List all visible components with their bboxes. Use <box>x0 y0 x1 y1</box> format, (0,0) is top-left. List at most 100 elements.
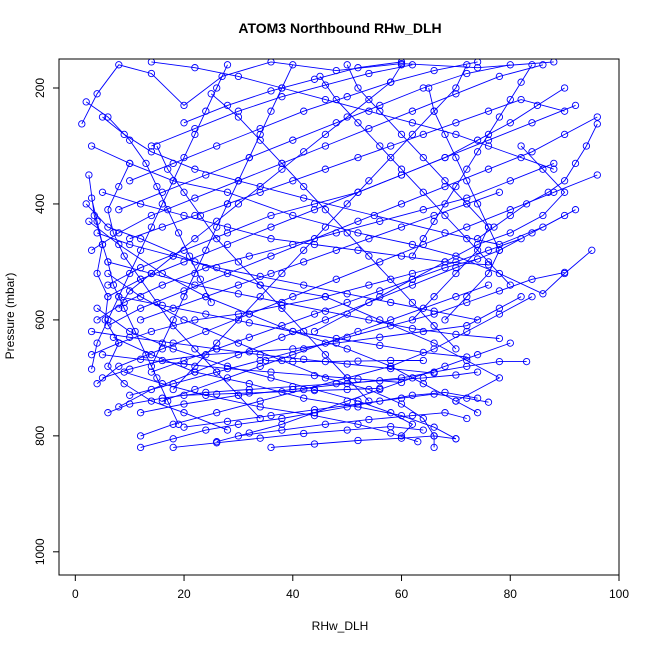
data-point <box>234 420 243 428</box>
data-point <box>365 281 373 289</box>
data-point <box>463 414 471 423</box>
y-axis-label: Pressure (mbar) <box>3 273 17 360</box>
data-point <box>463 165 471 173</box>
data-point <box>354 246 362 254</box>
data-point <box>419 130 427 139</box>
data-point <box>473 200 482 208</box>
data-point <box>245 310 253 318</box>
data-point <box>191 130 199 139</box>
y-tick-label: 800 <box>33 426 47 446</box>
data-point <box>387 422 395 431</box>
data-point <box>528 148 536 156</box>
series-line <box>314 145 566 332</box>
data-point <box>463 356 471 365</box>
data-point <box>256 434 264 442</box>
series-line <box>102 354 402 383</box>
data-point <box>376 384 384 392</box>
data-point <box>354 229 362 237</box>
data-point <box>441 409 449 417</box>
data-point <box>245 153 253 162</box>
series-line <box>91 145 593 295</box>
data-point <box>104 113 112 121</box>
series-line <box>91 64 228 370</box>
series-0 <box>78 59 558 128</box>
data-point <box>321 293 330 301</box>
data-point <box>376 107 384 115</box>
data-point <box>387 142 395 150</box>
data-point <box>365 177 373 185</box>
data-point <box>147 368 156 376</box>
data-point <box>397 400 406 408</box>
data-point <box>321 81 330 89</box>
data-point <box>109 281 118 289</box>
data-point <box>158 397 166 405</box>
data-point <box>147 148 156 156</box>
data-point <box>223 240 232 249</box>
data-point <box>354 375 362 383</box>
data-point <box>87 365 96 373</box>
data-point <box>202 107 210 115</box>
data-point <box>473 235 482 243</box>
data-point <box>343 93 351 101</box>
data-point <box>376 217 384 225</box>
data-point <box>528 275 536 283</box>
data-point <box>387 275 395 283</box>
data-point <box>593 120 601 128</box>
data-point <box>430 322 438 330</box>
data-point <box>506 177 514 185</box>
data-point <box>419 153 427 162</box>
data-point <box>321 420 330 428</box>
data-point <box>223 426 232 434</box>
data-point <box>85 171 93 179</box>
data-point <box>310 440 319 448</box>
data-point <box>354 436 362 445</box>
data-point <box>408 324 417 333</box>
series-60 <box>473 120 601 243</box>
data-point <box>202 327 210 336</box>
data-point <box>147 142 156 150</box>
data-point <box>234 200 243 208</box>
data-point <box>169 345 177 353</box>
data-point <box>267 235 275 243</box>
series-44 <box>316 72 514 289</box>
data-point <box>495 357 504 366</box>
data-point <box>430 443 438 452</box>
data-point <box>126 159 134 168</box>
data-point <box>180 188 188 196</box>
series-19 <box>147 61 417 150</box>
data-point <box>158 301 166 310</box>
data-point <box>174 420 183 428</box>
data-point <box>397 130 406 139</box>
data-point <box>245 380 253 388</box>
data-point <box>484 261 493 269</box>
data-point <box>278 426 286 434</box>
data-point <box>430 339 438 347</box>
series-15 <box>104 101 580 289</box>
series-line <box>162 284 489 402</box>
data-point <box>387 316 395 324</box>
data-point <box>115 293 123 301</box>
data-point <box>463 200 471 208</box>
data-point <box>164 206 172 214</box>
data-point <box>180 119 188 127</box>
data-point <box>169 322 177 330</box>
data-point <box>256 414 264 423</box>
data-point <box>506 211 514 220</box>
data-point <box>223 200 232 208</box>
data-point <box>310 75 319 83</box>
data-point <box>213 345 221 353</box>
data-point <box>419 414 427 423</box>
data-point <box>169 339 177 347</box>
data-point <box>441 211 449 220</box>
data-point <box>310 386 319 395</box>
data-point <box>289 293 297 301</box>
data-point <box>441 264 449 272</box>
data-point <box>517 153 525 162</box>
data-point <box>169 435 177 443</box>
data-point <box>169 443 177 452</box>
data-point <box>93 217 101 225</box>
series-47 <box>93 229 482 324</box>
data-point <box>408 275 417 283</box>
data-point <box>463 61 471 69</box>
data-point <box>452 371 460 379</box>
